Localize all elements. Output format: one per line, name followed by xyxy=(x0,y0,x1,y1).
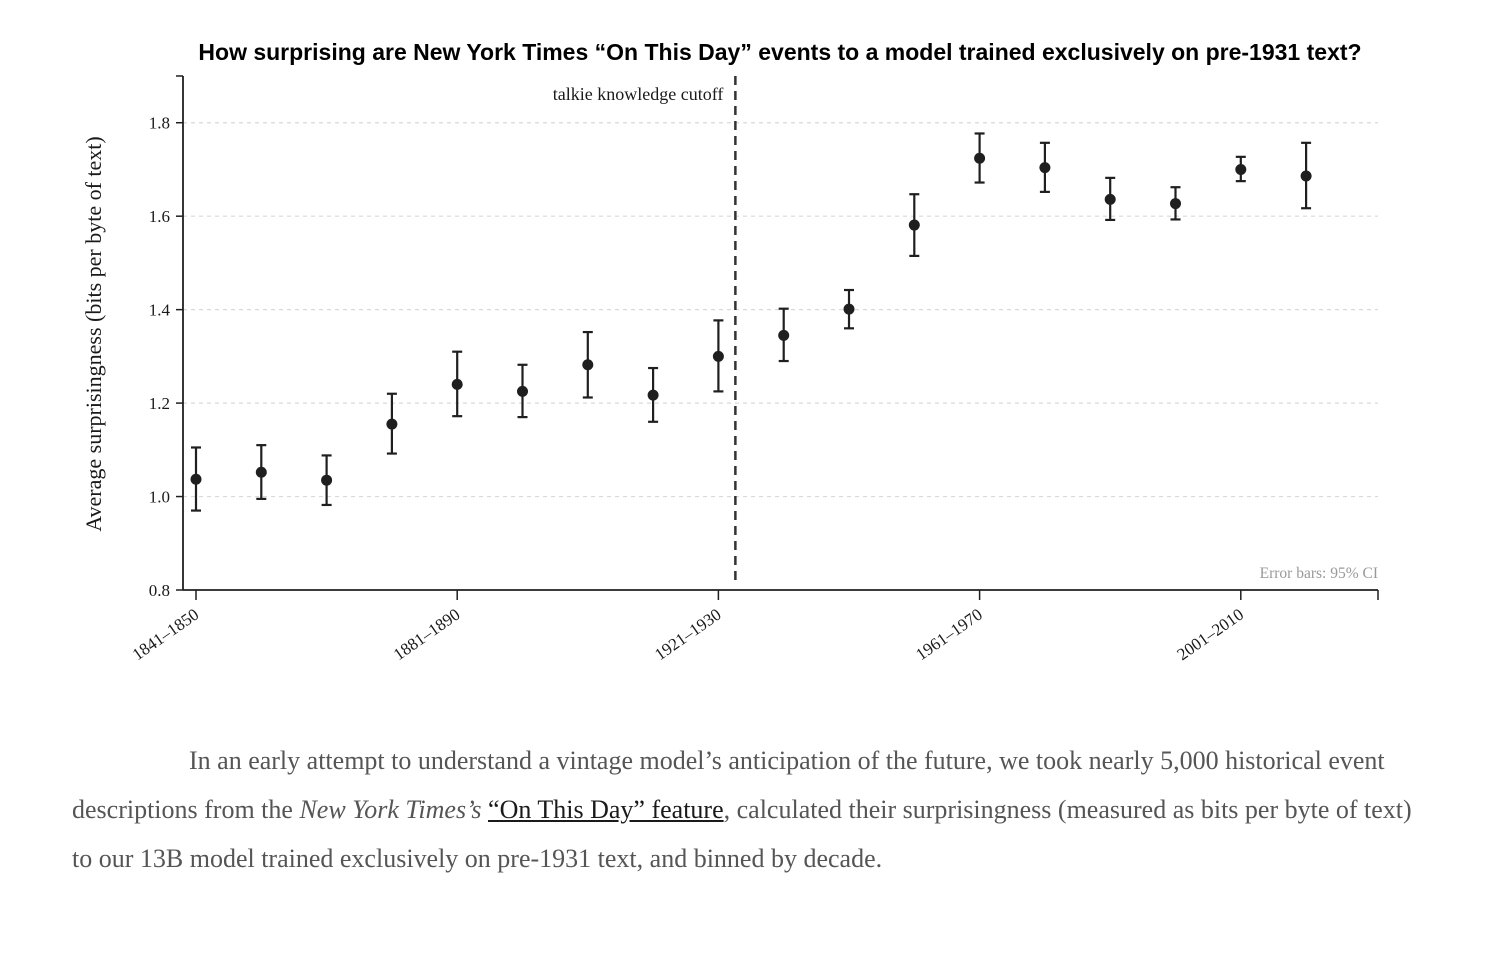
on-this-day-link[interactable]: “On This Day” feature xyxy=(488,795,724,824)
data-point-8 xyxy=(712,319,724,393)
caption-text-2: , calculated their surprisingness (measu… xyxy=(72,795,1412,873)
point-marker xyxy=(843,303,855,315)
point-marker xyxy=(517,385,528,397)
data-point-12 xyxy=(974,132,986,184)
point-marker xyxy=(712,350,724,362)
y-tick-label: 1.2 xyxy=(149,394,170,413)
point-marker xyxy=(582,359,594,371)
point-marker xyxy=(451,378,463,390)
y-tick-label: 0.8 xyxy=(149,581,170,600)
data-point-5 xyxy=(517,363,528,419)
y-tick-label: 1.6 xyxy=(149,207,170,226)
point-marker xyxy=(778,329,790,341)
x-tick-label: 1961–1970 xyxy=(912,605,986,664)
data-point-17 xyxy=(1300,141,1312,210)
point-marker xyxy=(321,474,333,486)
y-tick-label: 1.0 xyxy=(149,488,170,507)
data-points xyxy=(190,132,1312,512)
y-axis-label: Average surprisingness (bits per byte of… xyxy=(81,136,106,531)
tick-labels: 0.8 1.0 1.2 1.4 1.6 1.8 1841–1850 1881–1890 1921… xyxy=(129,114,1247,664)
y-tick-label: 1.4 xyxy=(149,301,171,320)
data-point-0 xyxy=(190,446,202,512)
axes xyxy=(176,75,1379,600)
data-point-1 xyxy=(255,444,267,500)
data-point-4 xyxy=(451,350,463,418)
surprisingness-chart: How surprising are New York Times “On Th… xyxy=(81,39,1379,664)
data-point-9 xyxy=(778,307,790,363)
x-tick-label: 1881–1890 xyxy=(390,605,464,664)
cutoff-label: talkie knowledge cutoff xyxy=(553,84,724,104)
data-point-10 xyxy=(843,288,855,330)
data-point-11 xyxy=(908,193,920,257)
cutoff-marker: talkie knowledge cutoff xyxy=(553,76,737,584)
data-point-13 xyxy=(1039,141,1051,193)
point-marker xyxy=(1039,162,1051,174)
point-marker xyxy=(1235,163,1247,175)
caption-paragraph: In an early attempt to understand a vint… xyxy=(72,736,1432,883)
data-point-6 xyxy=(582,330,594,399)
caption-text-1: In an early attempt to understand a vint… xyxy=(72,746,1385,824)
point-marker xyxy=(1104,193,1116,205)
data-point-3 xyxy=(386,392,398,455)
data-point-14 xyxy=(1104,176,1116,222)
point-marker xyxy=(386,418,398,430)
y-tick-label: 1.8 xyxy=(149,114,170,133)
x-tick-label: 2001–2010 xyxy=(1174,605,1248,664)
point-marker xyxy=(974,152,986,164)
point-marker xyxy=(908,219,920,231)
data-point-2 xyxy=(321,454,333,507)
error-bars-note: Error bars: 95% CI xyxy=(1260,565,1378,582)
point-marker xyxy=(1170,198,1181,210)
point-marker xyxy=(1300,170,1312,182)
chart-container: How surprising are New York Times “On Th… xyxy=(81,39,1379,664)
point-marker xyxy=(190,473,202,485)
chart-title: How surprising are New York Times “On Th… xyxy=(198,39,1361,65)
data-point-15 xyxy=(1170,186,1181,221)
data-point-7 xyxy=(647,366,659,423)
caption-italic-source: New York Times’s xyxy=(299,795,482,824)
gridlines xyxy=(183,122,1378,498)
point-marker xyxy=(647,389,659,401)
x-tick-label: 1921–1930 xyxy=(651,605,725,664)
data-point-16 xyxy=(1235,155,1247,183)
point-marker xyxy=(255,466,267,478)
x-tick-label: 1841–1850 xyxy=(129,605,203,664)
